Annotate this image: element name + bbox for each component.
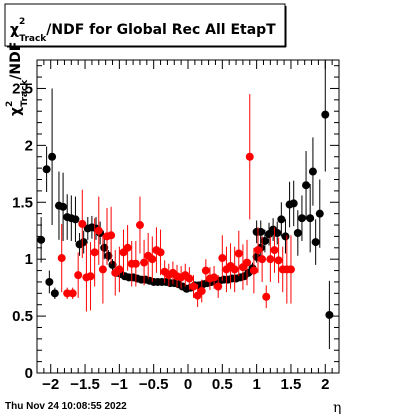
data-point-red <box>57 254 66 263</box>
data-point-red <box>254 246 263 255</box>
y-tick-labels: 0 0.5 1 1.5 2 2.5 <box>12 80 33 382</box>
data-point-red <box>63 289 72 298</box>
data-point-red <box>98 265 107 274</box>
data-point-red <box>274 256 283 265</box>
chart-title: χ2 Track/NDF for Global Rec All EtapT <box>10 17 276 44</box>
data-point-black <box>293 229 302 238</box>
data-point-black <box>281 232 290 241</box>
data-point-red <box>286 265 295 274</box>
y-axis-title: χ2 Track/NDF <box>5 42 30 116</box>
data-point-red <box>68 289 77 298</box>
data-point-red <box>74 271 83 280</box>
data-point-red <box>214 282 223 291</box>
data-point-red <box>201 266 210 275</box>
data-point-black <box>306 214 315 223</box>
data-point-red <box>210 273 219 282</box>
data-point-red <box>266 255 275 264</box>
data-point-black <box>297 214 306 223</box>
data-point-black <box>315 209 324 218</box>
data-point-black <box>104 251 113 260</box>
x-tick-label: 1.5 <box>281 376 302 393</box>
y-tick-label: 2 <box>25 137 33 154</box>
data-point-red <box>86 272 95 281</box>
data-point-red <box>90 248 99 257</box>
x-tick-label: 0.5 <box>212 376 233 393</box>
x-axis-title: η <box>333 400 341 414</box>
y-tick-label: 1 <box>25 251 33 268</box>
data-point-red <box>230 265 239 274</box>
axis-ticks <box>36 60 340 374</box>
y-tick-label: 0.5 <box>12 308 33 325</box>
data-point-black <box>48 152 57 161</box>
data-point-black <box>59 202 68 211</box>
data-point-black <box>256 227 265 236</box>
data-point-red <box>78 219 87 228</box>
data-point-red <box>270 246 279 255</box>
data-point-red <box>148 255 157 264</box>
data-point-black <box>308 167 317 176</box>
data-point-red <box>197 287 206 296</box>
x-tick-label: −0.5 <box>139 376 169 393</box>
data-point-black <box>289 199 298 208</box>
data-point-red <box>258 255 267 264</box>
data-point-black <box>260 236 269 245</box>
x-tick-label: 1 <box>252 376 260 393</box>
title-box <box>4 3 286 47</box>
data-point-black <box>45 277 54 286</box>
data-point-black <box>100 243 109 252</box>
x-tick-label: −1 <box>111 376 128 393</box>
data-point-red <box>234 249 243 258</box>
data-point-black <box>79 238 88 247</box>
data-point-red <box>156 248 165 257</box>
data-point-red <box>262 292 271 301</box>
data-point-red <box>189 282 198 291</box>
data-point-red <box>94 226 103 235</box>
data-point-black <box>50 289 59 298</box>
data-point-red <box>135 221 144 230</box>
data-point-red <box>131 259 140 268</box>
data-point-red <box>218 254 227 263</box>
data-point-red <box>243 258 252 267</box>
x-tick-labels: −2 −1.5 −1 −0.5 0 0.5 1 1.5 2 <box>42 376 329 393</box>
data-point-black <box>321 110 330 119</box>
data-point-red <box>185 274 194 283</box>
data-point-red <box>140 258 149 267</box>
y-tick-label: 1.5 <box>12 194 33 211</box>
timestamp: Thu Nov 24 10:08:55 2022 <box>5 401 127 412</box>
data-point-black <box>71 215 80 224</box>
x-tick-label: 0 <box>184 376 192 393</box>
data-point-black <box>311 238 320 247</box>
data-point-black <box>37 235 46 244</box>
x-tick-label: 2 <box>321 376 329 393</box>
y-tick-label: 0 <box>25 365 33 382</box>
data-point-black <box>277 215 286 224</box>
data-point-red <box>107 231 116 240</box>
x-tick-label: −2 <box>42 376 59 393</box>
data-point-red <box>123 243 132 252</box>
data-point-black <box>42 165 51 174</box>
x-tick-label: −1.5 <box>70 376 100 393</box>
data-point-red <box>249 266 258 275</box>
data-point-black <box>302 181 311 190</box>
data-point-black <box>325 310 334 319</box>
data-point-red <box>115 265 124 274</box>
y-tick-label: 2.5 <box>12 80 33 97</box>
data-point-black <box>108 260 117 269</box>
data-point-black <box>273 229 282 238</box>
data-point-red <box>245 152 254 161</box>
data-markers <box>37 60 334 350</box>
